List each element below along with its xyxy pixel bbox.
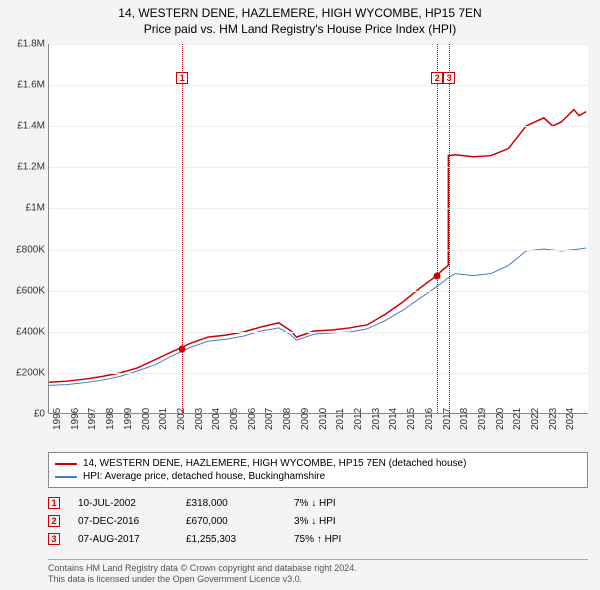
footer-line-1: Contains HM Land Registry data © Crown c… [48,563,588,575]
event-row: 2 07-DEC-2016 £670,000 3% ↓ HPI [48,512,588,530]
x-tick-label: 2018 [459,400,470,430]
event-number-box: 2 [431,72,443,84]
event-number-box: 1 [176,72,188,84]
x-tick-label: 2013 [371,400,382,430]
series-hpi [49,248,586,385]
event-vline [449,44,450,413]
x-tick-label: 1997 [87,400,98,430]
x-tick-label: 2021 [512,400,523,430]
legend-swatch [55,463,77,465]
x-tick-label: 2017 [442,400,453,430]
y-tick-label: £400K [5,326,45,337]
x-tick-label: 2008 [282,400,293,430]
footer: Contains HM Land Registry data © Crown c… [48,559,588,586]
line-plot-svg [49,44,588,413]
event-vline [437,44,438,413]
event-change: 7% ↓ HPI [294,498,384,509]
x-tick-label: 1998 [105,400,116,430]
x-tick-label: 2024 [565,400,576,430]
x-tick-label: 2006 [247,400,258,430]
y-tick-label: £0 [5,409,45,420]
x-tick-label: 2005 [229,400,240,430]
x-tick-label: 2007 [264,400,275,430]
x-tick-label: 2001 [158,400,169,430]
x-tick-label: 1995 [52,400,63,430]
gridline [49,44,588,45]
gridline [49,85,588,86]
legend-row: 14, WESTERN DENE, HAZLEMERE, HIGH WYCOMB… [55,457,581,470]
x-tick-label: 1999 [123,400,134,430]
gridline [49,167,588,168]
x-tick-label: 2011 [335,400,346,430]
gridline [49,208,588,209]
event-number-box: 3 [443,72,455,84]
gridline [49,332,588,333]
gridline [49,373,588,374]
x-tick-label: 2022 [530,400,541,430]
x-tick-label: 1996 [70,400,81,430]
event-row: 3 07-AUG-2017 £1,255,303 75% ↑ HPI [48,530,588,548]
legend-swatch [55,476,77,478]
y-tick-label: £800K [5,244,45,255]
y-tick-label: £1.4M [5,121,45,132]
footer-line-2: This data is licensed under the Open Gov… [48,574,588,586]
series-property [49,110,586,383]
y-tick-label: £200K [5,367,45,378]
gridline [49,126,588,127]
event-price: £318,000 [186,498,276,509]
event-row: 1 10-JUL-2002 £318,000 7% ↓ HPI [48,494,588,512]
event-price: £1,255,303 [186,534,276,545]
x-tick-label: 2019 [477,400,488,430]
sale-marker-dot [434,273,441,280]
x-tick-label: 2010 [318,400,329,430]
x-tick-label: 2000 [141,400,152,430]
x-tick-label: 2003 [194,400,205,430]
y-tick-label: £1.2M [5,162,45,173]
x-tick-label: 2020 [495,400,506,430]
x-tick-label: 2014 [388,400,399,430]
x-tick-label: 2016 [424,400,435,430]
x-tick-label: 2015 [406,400,417,430]
x-tick-label: 2009 [300,400,311,430]
events-table: 1 10-JUL-2002 £318,000 7% ↓ HPI 2 07-DEC-2016… [48,494,588,548]
chart-plot-area: £0£200K£400K£600K£800K£1M£1.2M£1.4M£1.6M… [48,44,588,414]
title-area: 14, WESTERN DENE, HAZLEMERE, HIGH WYCOMB… [0,0,600,37]
legend-label: HPI: Average price, detached house, Buck… [83,471,325,482]
title-line-2: Price paid vs. HM Land Registry's House … [0,22,600,38]
event-price: £670,000 [186,516,276,527]
event-date: 07-AUG-2017 [78,534,168,545]
x-tick-label: 2004 [211,400,222,430]
event-date: 07-DEC-2016 [78,516,168,527]
x-tick-label: 2012 [353,400,364,430]
event-num-box: 1 [48,497,60,509]
gridline [49,291,588,292]
sale-marker-dot [179,345,186,352]
event-num-box: 3 [48,533,60,545]
gridline [49,250,588,251]
title-line-1: 14, WESTERN DENE, HAZLEMERE, HIGH WYCOMB… [0,6,600,22]
event-change: 3% ↓ HPI [294,516,384,527]
x-tick-label: 2023 [548,400,559,430]
y-tick-label: £1.8M [5,39,45,50]
legend-box: 14, WESTERN DENE, HAZLEMERE, HIGH WYCOMB… [48,452,588,488]
chart-container: 14, WESTERN DENE, HAZLEMERE, HIGH WYCOMB… [0,0,600,590]
event-date: 10-JUL-2002 [78,498,168,509]
y-tick-label: £600K [5,285,45,296]
legend-label: 14, WESTERN DENE, HAZLEMERE, HIGH WYCOMB… [83,458,466,469]
y-tick-label: £1.6M [5,80,45,91]
legend-row: HPI: Average price, detached house, Buck… [55,470,581,483]
y-tick-label: £1M [5,203,45,214]
event-change: 75% ↑ HPI [294,534,384,545]
event-vline [182,44,183,413]
event-num-box: 2 [48,515,60,527]
